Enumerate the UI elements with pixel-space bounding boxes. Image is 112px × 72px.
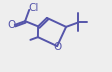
Text: O: O [8,20,16,30]
Text: Cl: Cl [28,3,38,13]
Text: O: O [53,42,61,52]
